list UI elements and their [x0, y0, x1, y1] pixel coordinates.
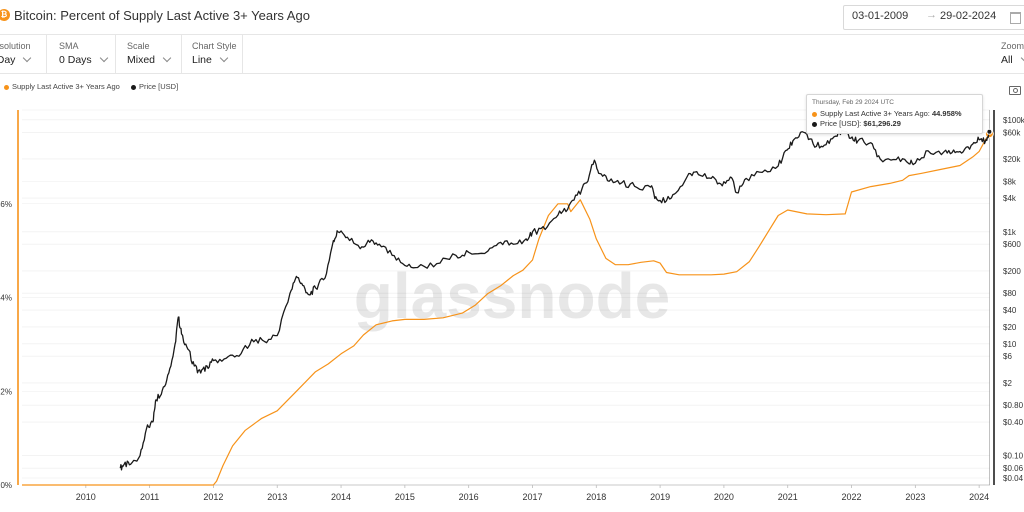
legend-dot-supply [4, 84, 9, 90]
chevron-down-icon [219, 53, 229, 63]
x-tick-label: 2020 [714, 492, 734, 502]
x-tick-label: 2011 [140, 492, 159, 502]
tooltip-row-price: Price [USD]: $61,296.29 [812, 119, 901, 128]
chart-style-select[interactable]: Chart Style Line [192, 35, 243, 73]
chart-style-value[interactable]: Line [192, 53, 229, 66]
y-right-tick-label: $1k [1003, 228, 1017, 237]
chart-toolbar: Resolution 1 Day SMA 0 Days Scale Mixed … [0, 35, 1024, 74]
date-range-arrow: → [926, 9, 937, 21]
resolution-value[interactable]: 1 Day [0, 53, 32, 66]
legend-item-supply[interactable]: Supply Last Active 3+ Years Ago [4, 82, 120, 91]
legend-item-price[interactable]: Price [USD] [131, 82, 178, 91]
bitcoin-icon: ₿ [0, 9, 10, 21]
date-to-input[interactable]: 29-02-2024 [940, 10, 997, 22]
scale-select[interactable]: Scale Mixed [127, 35, 182, 73]
y-right-tick-label: $60k [1003, 128, 1021, 137]
tick-labels: 2010 2011 2012 2013 2014 2015 2016 2017 2018 2019… [0, 116, 1024, 502]
scale-label: Scale [127, 41, 150, 51]
x-tick-label: 2023 [905, 492, 925, 502]
resolution-label: Resolution [0, 41, 31, 51]
x-tick-label: 2018 [586, 492, 606, 502]
watermark: glassnode [354, 260, 671, 332]
x-tick-label: 2022 [842, 492, 862, 502]
y-right-tick-label: $20 [1003, 323, 1017, 332]
y-right-tick-label: $10 [1003, 340, 1017, 349]
tooltip-dot-supply [812, 111, 817, 117]
y-right-tick-label: $2 [1003, 379, 1012, 388]
calendar-icon[interactable] [1010, 12, 1021, 24]
y-right-tick-label: $0.06 [1003, 464, 1024, 473]
tooltip-price-value: $61,296.29 [863, 119, 901, 128]
chart-tooltip: Thursday, Feb 29 2024 UTC Supply Last Ac… [806, 94, 983, 134]
sma-label: SMA [59, 41, 79, 51]
price-end-point [986, 128, 993, 135]
y-right-tick-label: $200 [1003, 267, 1021, 276]
date-from-input[interactable]: 03-01-2009 [852, 10, 909, 22]
x-tick-label: 2014 [331, 492, 351, 502]
y-right-tick-label: $0.04 [1003, 474, 1024, 483]
tooltip-dot-price [812, 121, 817, 127]
tooltip-date: Thursday, Feb 29 2024 UTC [812, 99, 894, 106]
chevron-down-icon [23, 53, 32, 63]
supply-series-line [22, 133, 990, 486]
x-tick-label: 2019 [650, 492, 670, 502]
y-right-tick-label: $8k [1003, 177, 1017, 186]
y-right-tick-label: $0.10 [1003, 452, 1024, 461]
zoom-select[interactable]: Zoom All [1001, 35, 1024, 73]
x-tick-label: 2024 [969, 492, 989, 502]
legend-label-price: Price [USD] [139, 82, 179, 91]
y-right-tick-label: $100k [1003, 116, 1024, 125]
tooltip-supply-label: Supply Last Active 3+ Years Ago: [820, 109, 930, 118]
x-tick-label: 2016 [459, 492, 479, 502]
legend-label-supply: Supply Last Active 3+ Years Ago [12, 82, 120, 91]
y-right-tick-label: $80 [1003, 289, 1017, 298]
y-right-tick-label: $40 [1003, 306, 1017, 315]
x-tick-label: 2017 [522, 492, 542, 502]
sma-select[interactable]: SMA 0 Days [59, 35, 116, 73]
chevron-down-icon [162, 53, 172, 63]
tooltip-row-supply: Supply Last Active 3+ Years Ago: 44.958% [812, 109, 962, 118]
y-right-tick-label: $20k [1003, 155, 1021, 164]
x-tick-label: 2013 [267, 492, 287, 502]
legend-dot-price [131, 84, 136, 90]
chevron-down-icon [99, 53, 108, 63]
date-range-picker[interactable]: 03-01-2009 → 29-02-2024 [843, 5, 1024, 30]
zoom-value[interactable]: All [1001, 53, 1024, 66]
sma-value[interactable]: 0 Days [59, 53, 108, 66]
y-right-tick-label: $600 [1003, 240, 1021, 249]
chart-style-label: Chart Style [192, 41, 237, 51]
header-bar: ₿ Bitcoin: Percent of Supply Last Active… [0, 0, 1024, 35]
zoom-label: Zoom [1001, 41, 1024, 51]
y-right-tick-label: $4k [1003, 194, 1017, 203]
grid-lines [22, 109, 990, 486]
page-title: Bitcoin: Percent of Supply Last Active 3… [14, 8, 310, 23]
scale-value[interactable]: Mixed [127, 53, 172, 66]
y-right-tick-label: $0.80 [1003, 401, 1024, 410]
x-tick-label: 2021 [778, 492, 798, 502]
chart-canvas[interactable]: glassnode 2010 2011 2012 2013 2014 2015 2016 20… [0, 96, 1024, 512]
x-tick-label: 2012 [203, 492, 223, 502]
chevron-down-icon [1020, 53, 1024, 63]
y-left-tick-label: 0% [0, 481, 12, 490]
tooltip-price-label: Price [USD]: [820, 119, 862, 128]
y-right-tick-label: $6 [1003, 352, 1012, 361]
y-left-tick-label: 12% [0, 387, 12, 396]
y-right-tick-label: $0.40 [1003, 418, 1024, 427]
x-tick-label: 2010 [76, 492, 96, 502]
y-left-tick-label: 24% [0, 294, 12, 303]
camera-icon[interactable] [1009, 86, 1021, 95]
tooltip-supply-value: 44.958% [931, 109, 962, 118]
resolution-select[interactable]: Resolution 1 Day [0, 35, 47, 73]
x-tick-label: 2015 [395, 492, 415, 502]
y-left-tick-label: 36% [0, 200, 12, 209]
